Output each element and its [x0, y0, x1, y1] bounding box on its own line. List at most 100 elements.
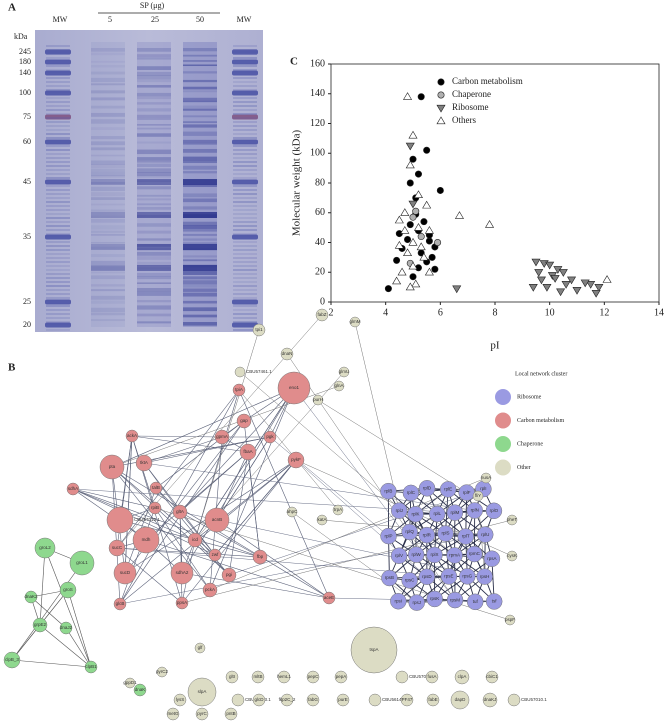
node-label: fabZ	[317, 312, 326, 317]
band	[137, 124, 171, 126]
band	[183, 288, 217, 292]
band	[183, 142, 217, 145]
node	[459, 568, 476, 585]
node	[426, 546, 443, 564]
node	[306, 670, 320, 684]
point	[536, 276, 546, 285]
node	[239, 443, 257, 461]
smear	[46, 161, 70, 163]
node	[252, 693, 266, 707]
marker-band	[45, 70, 71, 76]
band	[183, 238, 217, 241]
band	[137, 118, 171, 120]
smear	[46, 65, 70, 67]
edge	[155, 420, 245, 489]
x-tick-label: 8	[493, 307, 498, 318]
band	[183, 265, 217, 271]
node	[485, 502, 503, 520]
node	[59, 621, 73, 635]
gel-lane-label: MW	[237, 15, 252, 24]
band	[137, 244, 171, 250]
band	[91, 112, 125, 117]
edge	[111, 466, 211, 591]
smear	[233, 249, 257, 251]
node-label: katA	[317, 517, 326, 522]
marker-band	[232, 234, 258, 240]
band	[183, 244, 217, 250]
node	[108, 539, 126, 557]
marker-band	[45, 49, 71, 55]
node-label: rpmA	[449, 553, 460, 558]
band	[137, 54, 171, 58]
point	[528, 284, 538, 292]
node	[440, 568, 458, 585]
band	[137, 238, 171, 241]
band	[137, 305, 171, 310]
node	[204, 507, 230, 533]
node	[280, 693, 294, 707]
node-label: rpsI	[395, 598, 403, 603]
node	[214, 429, 230, 445]
node-label: CBU57013.1	[134, 517, 160, 522]
node-label: aceE	[324, 595, 334, 600]
smear	[233, 45, 257, 47]
node-label: rpsB	[385, 575, 394, 580]
node-label: metG	[167, 711, 179, 716]
smear	[46, 193, 70, 195]
band	[183, 224, 217, 229]
node	[306, 693, 320, 707]
point	[413, 190, 423, 198]
node-label: talB	[152, 485, 160, 490]
x-tick-label: 4	[383, 307, 388, 318]
point	[423, 146, 431, 154]
legend-marker	[437, 78, 445, 86]
edge	[119, 389, 240, 605]
smear	[46, 173, 70, 175]
node-label: sdhA	[68, 486, 78, 491]
band	[137, 85, 171, 88]
smear	[233, 73, 257, 75]
point	[594, 284, 604, 292]
smear	[233, 253, 257, 255]
edge	[72, 488, 196, 541]
node	[390, 592, 407, 610]
x-tick-label: 12	[599, 307, 609, 318]
band	[137, 175, 171, 178]
band	[91, 254, 125, 258]
smear	[233, 237, 257, 239]
band	[183, 276, 217, 280]
band	[183, 124, 217, 128]
point	[409, 155, 417, 163]
band	[91, 246, 125, 250]
node-label: rpsE	[444, 574, 453, 579]
node	[208, 548, 222, 562]
smear	[46, 53, 70, 55]
band	[91, 127, 125, 131]
node	[480, 472, 492, 484]
node-label: pyrC	[197, 711, 207, 716]
smear	[46, 145, 70, 147]
band	[183, 228, 217, 232]
node	[425, 670, 439, 684]
smear	[233, 301, 257, 303]
smear	[233, 193, 257, 195]
node-label: gpmA	[216, 434, 228, 439]
smear	[233, 289, 257, 291]
point	[558, 269, 568, 277]
edge	[181, 572, 330, 599]
node	[400, 693, 414, 707]
smear	[233, 229, 257, 231]
y-tick-label: 160	[310, 58, 325, 69]
marker-band	[232, 90, 258, 96]
band	[91, 179, 125, 185]
edge	[131, 435, 249, 453]
node-label: CBU56140.1	[382, 697, 408, 702]
edge	[143, 436, 271, 464]
node	[277, 670, 291, 684]
legend-swatch	[495, 436, 511, 452]
smear	[233, 113, 257, 115]
band	[183, 221, 217, 226]
node-label: tspA	[369, 647, 378, 652]
smear	[233, 277, 257, 279]
point	[411, 279, 421, 288]
